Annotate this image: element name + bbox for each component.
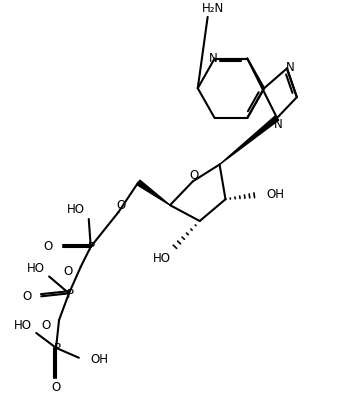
Text: P: P: [67, 288, 73, 301]
Text: O: O: [51, 381, 61, 394]
Text: O: O: [22, 290, 31, 303]
Text: O: O: [42, 318, 51, 331]
Text: HO: HO: [67, 203, 85, 215]
Polygon shape: [137, 180, 170, 205]
Text: HO: HO: [153, 252, 171, 265]
Text: N: N: [285, 61, 294, 74]
Polygon shape: [220, 116, 279, 164]
Text: O: O: [117, 199, 126, 211]
Text: O: O: [44, 240, 53, 253]
Text: OH: OH: [266, 188, 284, 201]
Text: HO: HO: [27, 262, 45, 275]
Text: HO: HO: [14, 318, 32, 331]
Text: N: N: [209, 52, 218, 65]
Text: OH: OH: [91, 353, 109, 366]
Text: N: N: [274, 118, 282, 131]
Text: P: P: [54, 342, 61, 355]
Text: O: O: [64, 265, 73, 278]
Text: P: P: [88, 241, 95, 254]
Text: H₂N: H₂N: [201, 2, 224, 15]
Text: O: O: [189, 169, 198, 182]
